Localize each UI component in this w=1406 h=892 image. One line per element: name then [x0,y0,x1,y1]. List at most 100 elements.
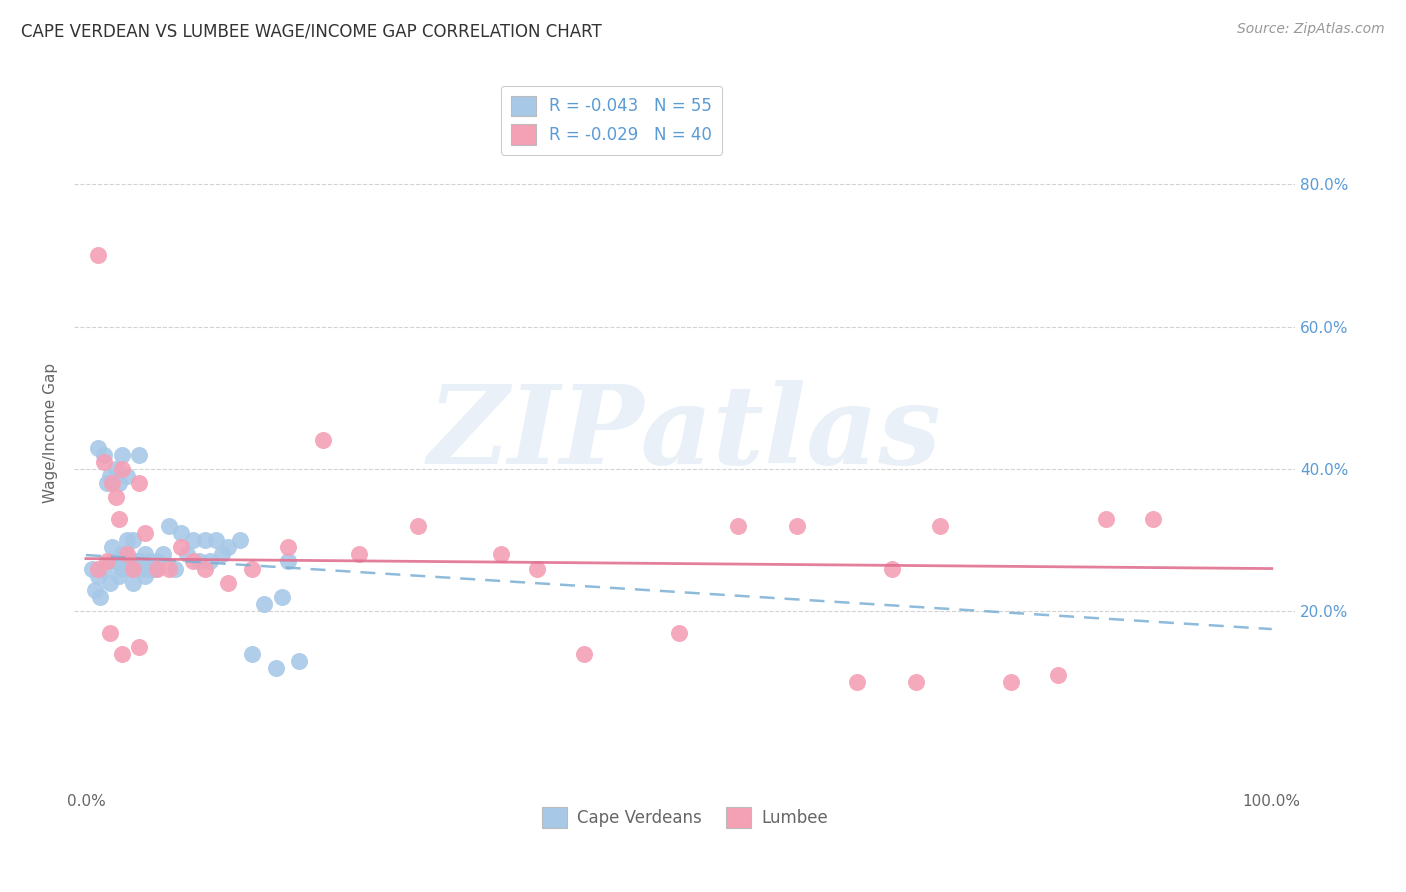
Point [128,476,150,491]
Point [193,533,215,547]
Point [93,448,115,462]
Point [406,519,429,533]
Point [104,462,127,476]
Point [264,661,287,675]
Point [110,561,132,575]
Point [112,554,135,568]
Point [96,554,118,568]
Point [122,561,145,575]
Point [117,547,139,561]
Point [143,561,166,575]
Point [727,519,749,533]
Point [104,491,127,505]
Point [98,469,121,483]
Point [217,540,239,554]
Point [101,476,124,491]
Point [141,561,163,575]
Point [128,640,150,654]
Legend: Cape Verdeans, Lumbee: Cape Verdeans, Lumbee [534,801,835,834]
Point [87,561,110,575]
Point [93,455,115,469]
Y-axis label: Wage/Income Gap: Wage/Income Gap [44,363,58,503]
Point [122,533,145,547]
Point [80,561,103,575]
Point [136,554,159,568]
Point [253,597,276,611]
Point [157,561,180,575]
Point [134,568,156,582]
Point [240,647,263,661]
Point [101,554,124,568]
Point [110,448,132,462]
Point [229,533,252,547]
Point [904,675,927,690]
Point [176,547,198,561]
Point [98,625,121,640]
Point [211,547,233,561]
Point [128,554,150,568]
Point [93,561,115,575]
Point [526,561,548,575]
Point [347,547,370,561]
Point [181,533,204,547]
Point [200,554,222,568]
Point [1047,668,1070,682]
Point [89,590,111,604]
Point [108,476,131,491]
Point [101,540,124,554]
Point [572,647,595,661]
Point [928,519,950,533]
Point [114,547,136,561]
Point [786,519,808,533]
Point [134,526,156,541]
Point [882,561,904,575]
Point [87,568,110,582]
Point [98,575,121,590]
Point [170,526,193,541]
Point [312,434,335,448]
Point [270,590,292,604]
Point [668,625,690,640]
Point [134,547,156,561]
Point [96,476,118,491]
Point [181,554,204,568]
Point [84,582,107,597]
Point [845,675,868,690]
Point [108,512,131,526]
Text: CAPE VERDEAN VS LUMBEE WAGE/INCOME GAP CORRELATION CHART: CAPE VERDEAN VS LUMBEE WAGE/INCOME GAP C… [21,22,602,40]
Point [489,547,512,561]
Point [108,568,131,582]
Point [122,575,145,590]
Point [240,561,263,575]
Point [132,561,155,575]
Point [277,540,299,554]
Point [146,561,169,575]
Point [110,462,132,476]
Point [187,554,209,568]
Point [205,533,228,547]
Point [125,554,148,568]
Point [104,554,127,568]
Point [1094,512,1116,526]
Point [146,554,169,568]
Point [163,561,186,575]
Point [128,448,150,462]
Point [110,647,132,661]
Text: Source: ZipAtlas.com: Source: ZipAtlas.com [1237,22,1385,37]
Point [277,554,299,568]
Point [1000,675,1022,690]
Point [117,469,139,483]
Point [120,561,142,575]
Point [117,533,139,547]
Point [288,654,311,668]
Point [87,441,110,455]
Point [87,248,110,262]
Point [170,540,193,554]
Point [152,547,174,561]
Text: ZIPatlas: ZIPatlas [427,380,942,487]
Point [1142,512,1164,526]
Point [110,547,132,561]
Point [157,519,180,533]
Point [217,575,239,590]
Point [193,561,215,575]
